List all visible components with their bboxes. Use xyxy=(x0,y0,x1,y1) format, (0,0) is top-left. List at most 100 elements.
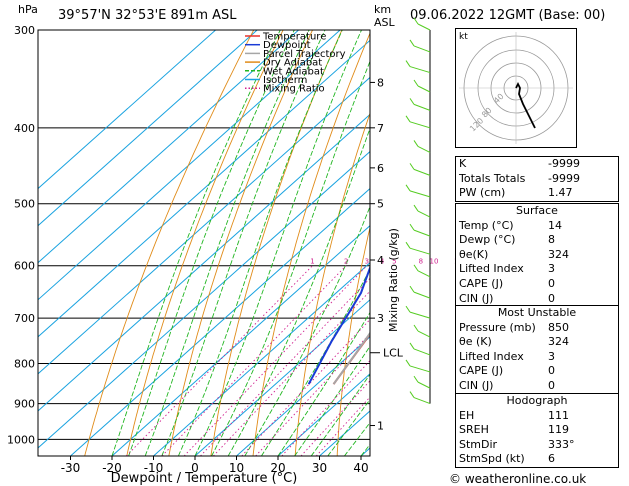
wet-adiabat xyxy=(244,205,370,456)
wet-adiabat xyxy=(194,30,362,456)
stats-label: θe (K) xyxy=(459,335,492,349)
stats-value: 111 xyxy=(548,408,569,422)
wind-barb-flag xyxy=(405,241,411,249)
stats-row: K -9999 xyxy=(456,157,618,172)
stats-value: 1.47 xyxy=(548,186,573,200)
stats-row: Lifted Index 3 xyxy=(456,350,618,365)
stats-label: CIN (J) xyxy=(459,291,494,305)
stats-value: 0 xyxy=(548,378,555,392)
stats-row: CAPE (J) 0 xyxy=(456,277,618,292)
mixing-ratio-label: 10 xyxy=(430,258,439,266)
wind-barb-flag xyxy=(413,140,419,147)
wind-barb xyxy=(413,229,431,237)
wind-barb xyxy=(417,210,431,218)
isotherm-10 xyxy=(236,336,370,456)
x-axis-label: Dewpoint / Temperature (°C) xyxy=(111,471,298,486)
wind-barb-flag xyxy=(405,115,411,123)
mixing-ratio-label: 1 xyxy=(310,258,314,266)
hodograph-trace xyxy=(515,81,536,129)
wind-barb xyxy=(413,348,431,356)
stats-value: 324 xyxy=(548,335,569,349)
km-tick-label: 6 xyxy=(377,162,384,175)
isotherm--20 xyxy=(111,224,370,456)
stats-row: θe (K) 324 xyxy=(456,335,618,350)
stats-row: Lifted Index 3 xyxy=(456,262,618,277)
legend-entry: Isotherm xyxy=(263,75,307,86)
stats-label: PW (cm) xyxy=(459,186,506,200)
mixing-ratio-line xyxy=(161,265,347,456)
stats-label: StmDir xyxy=(459,437,498,451)
stats-value: 0 xyxy=(548,276,555,290)
stats-value: 324 xyxy=(548,247,569,261)
wind-barb-flag xyxy=(409,39,415,47)
mixing-ratio-label: 4 xyxy=(380,258,385,266)
stats-value: -9999 xyxy=(548,157,580,170)
datetime-title: 09.06.2022 12GMT (Base: 00) xyxy=(410,8,606,23)
credit-text: © weatheronline.co.uk xyxy=(449,472,587,486)
wind-barb-flag xyxy=(413,324,419,332)
stats-row: Pressure (mb) 850 xyxy=(456,321,618,336)
isotherm--60 xyxy=(38,76,370,375)
surface-panel: Surface Temp (°C) 14 Dewp (°C) 8 θe(K) 324 Lif… xyxy=(455,203,619,308)
wet-adiabat xyxy=(128,30,295,456)
wind-barb xyxy=(413,397,431,405)
isotherm-0 xyxy=(194,299,370,456)
isotherm--70 xyxy=(38,39,370,338)
wind-barb xyxy=(417,23,431,31)
km-tick-label: 5 xyxy=(377,198,384,211)
isotherm--100 xyxy=(38,30,258,227)
stats-row: Temp (°C) 14 xyxy=(456,219,618,234)
pressure-unit-label: hPa xyxy=(18,3,38,16)
plot-frame xyxy=(37,29,371,457)
km-tick-label: 8 xyxy=(377,76,384,89)
wind-barb-flag xyxy=(413,264,419,272)
stats-row: StmSpd (kt) 6 xyxy=(456,452,618,467)
legend-entry: Dewpoint xyxy=(263,40,311,51)
legend-entry: Parcel Trajectory xyxy=(263,49,346,60)
wet-adiabat xyxy=(227,127,370,456)
x-tick-label: -30 xyxy=(61,461,81,475)
stats-label: Totals Totals xyxy=(459,171,526,185)
dry-adiabat xyxy=(210,30,343,456)
plot-area xyxy=(38,30,370,456)
stats-row: Dewp (°C) 8 xyxy=(456,233,618,248)
y-tick-label: 400 xyxy=(14,122,35,135)
wet-adiabat xyxy=(261,267,370,456)
mixing-ratio-label: 8 xyxy=(419,258,423,266)
wind-barb xyxy=(417,270,431,278)
legend-entry: Dry Adiabat xyxy=(263,58,322,69)
legend-entry: Wet Adiabat xyxy=(263,66,324,77)
wind-barb-flag xyxy=(413,79,419,87)
wind-barb-flag xyxy=(409,391,415,398)
stats-label: Lifted Index xyxy=(459,349,524,363)
x-tick-label: 20 xyxy=(270,461,285,475)
stats-label: Lifted Index xyxy=(459,262,524,276)
stats-label: EH xyxy=(459,408,475,422)
stats-value: 14 xyxy=(548,218,562,232)
wet-adiabat xyxy=(111,30,281,456)
y-tick-label: 800 xyxy=(14,358,35,371)
surface-title: Surface xyxy=(516,204,558,217)
mixing-ratio-label: 2 xyxy=(344,258,348,266)
stats-row: CAPE (J) 0 xyxy=(456,364,618,379)
isotherm--30 xyxy=(70,187,370,456)
wind-barb-flag xyxy=(405,305,411,313)
hodograph-stats-panel: Hodograph EH 111 SREH 119 StmDir 333° StmSpd (… xyxy=(455,393,619,468)
wind-barb xyxy=(413,103,431,111)
most-unstable-title: Most Unstable xyxy=(497,306,577,319)
mixing-ratio-line xyxy=(212,290,370,456)
stats-value: 119 xyxy=(548,423,569,437)
mixing-ratio-axis-label: Mixing Ratio (g/kg) xyxy=(387,228,400,332)
y-tick-label: 300 xyxy=(14,24,35,37)
wind-barb-flag xyxy=(409,163,415,170)
km-tick-label: 7 xyxy=(377,122,384,135)
wet-adiabat xyxy=(277,311,370,456)
wet-adiabat xyxy=(144,30,310,456)
km-label: km xyxy=(374,3,392,16)
stats-value: 3 xyxy=(548,262,555,276)
stats-value: 0 xyxy=(548,291,555,305)
stats-value: 6 xyxy=(548,452,555,466)
km-tick-label: 1 xyxy=(377,420,384,433)
wind-barb-flag xyxy=(405,184,411,192)
stats-value: 850 xyxy=(548,320,569,334)
